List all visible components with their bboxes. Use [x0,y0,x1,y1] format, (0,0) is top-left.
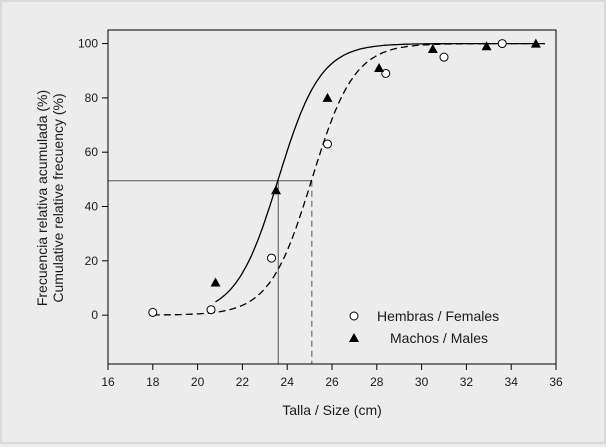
females-data-point [381,68,391,78]
females-data-point [267,253,277,263]
data-points [148,38,541,317]
y-axis-title-line-1: Frecuencia relativa acumulada (%) [34,90,50,306]
males-data-point [374,63,385,73]
y-axis-title-line-2: Cumulative relative frecuency (%) [50,93,66,302]
x-tick-label: 22 [236,375,250,389]
x-tick-label: 16 [101,375,115,389]
x-tick-label: 28 [370,375,384,389]
y-axis-ticks: 0 20 40 60 80 100 [78,37,108,322]
x-tick-label: 26 [325,375,339,389]
legend-males-marker [349,333,359,342]
males-data-point [322,92,333,102]
y-tick-label: 60 [85,145,99,159]
legend-females-label: Hembras / Females [377,308,499,324]
females-data-point [323,139,333,149]
fitted-curves [152,42,545,316]
l50-reference-lines [108,180,313,364]
x-tick-label: 32 [460,375,474,389]
males-data-point [530,38,541,48]
x-tick-label: 30 [415,375,429,389]
males-data-point [271,185,281,195]
males-data-point [210,277,221,287]
females-data-point [497,39,507,49]
legend-females-marker [349,311,359,321]
legend-males-label: Machos / Males [390,330,488,346]
females-data-point [148,307,158,317]
females-data-point [439,52,449,62]
x-tick-label: 20 [191,375,205,389]
females-data-point [206,305,216,315]
x-axis-ticks: 16 18 20 22 24 26 28 30 32 34 36 [101,364,563,389]
x-tick-label: 36 [549,375,563,389]
males-fitted-curve [215,42,545,303]
y-tick-label: 20 [85,254,99,268]
males-data-point [481,41,492,51]
x-tick-label: 24 [281,375,295,389]
males-data-point [427,44,438,54]
x-tick-label: 18 [146,375,160,389]
y-tick-label: 40 [85,200,99,214]
y-tick-label: 100 [78,37,98,51]
cumulative-frequency-chart: 16 18 20 22 24 26 28 30 32 34 36 0 20 40 60 80 100 Hemb… [34,29,563,418]
legend: Hembras / Females Machos / Males [349,308,499,346]
x-axis-title: Talla / Size (cm) [282,402,382,418]
y-tick-label: 80 [85,91,99,105]
females-fitted-curve [152,42,545,316]
y-tick-label: 0 [91,308,98,322]
x-tick-label: 34 [505,375,519,389]
